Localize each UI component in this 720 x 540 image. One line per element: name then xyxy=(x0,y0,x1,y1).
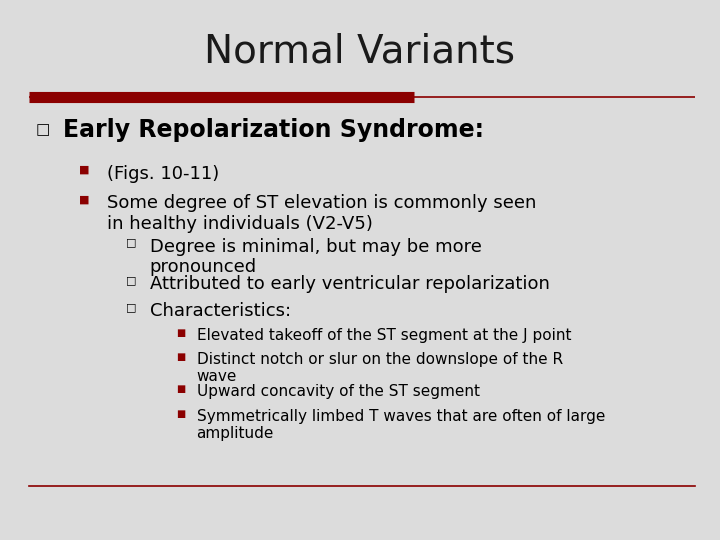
Text: □: □ xyxy=(36,122,50,137)
Text: ■: ■ xyxy=(176,409,186,419)
Text: Early Repolarization Syndrome:: Early Repolarization Syndrome: xyxy=(63,118,485,141)
Text: Upward concavity of the ST segment: Upward concavity of the ST segment xyxy=(197,384,480,400)
Text: ■: ■ xyxy=(79,194,90,205)
Text: ■: ■ xyxy=(176,384,186,395)
Text: Normal Variants: Normal Variants xyxy=(204,32,516,70)
Text: Elevated takeoff of the ST segment at the J point: Elevated takeoff of the ST segment at th… xyxy=(197,328,571,343)
Text: Distinct notch or slur on the downslope of the R
wave: Distinct notch or slur on the downslope … xyxy=(197,352,563,384)
Text: (Figs. 10-11): (Figs. 10-11) xyxy=(107,165,219,183)
Text: Attributed to early ventricular repolarization: Attributed to early ventricular repolari… xyxy=(150,275,549,293)
Text: ■: ■ xyxy=(176,352,186,362)
Text: ■: ■ xyxy=(176,328,186,338)
Text: ■: ■ xyxy=(79,165,90,175)
Text: Symmetrically limbed T waves that are often of large
amplitude: Symmetrically limbed T waves that are of… xyxy=(197,409,605,441)
Text: □: □ xyxy=(126,302,137,313)
Text: Some degree of ST elevation is commonly seen
in healthy individuals (V2-V5): Some degree of ST elevation is commonly … xyxy=(107,194,536,233)
Text: □: □ xyxy=(126,275,137,286)
Text: Degree is minimal, but may be more
pronounced: Degree is minimal, but may be more prono… xyxy=(150,238,482,276)
Text: □: □ xyxy=(126,238,137,248)
Text: Characteristics:: Characteristics: xyxy=(150,302,291,320)
